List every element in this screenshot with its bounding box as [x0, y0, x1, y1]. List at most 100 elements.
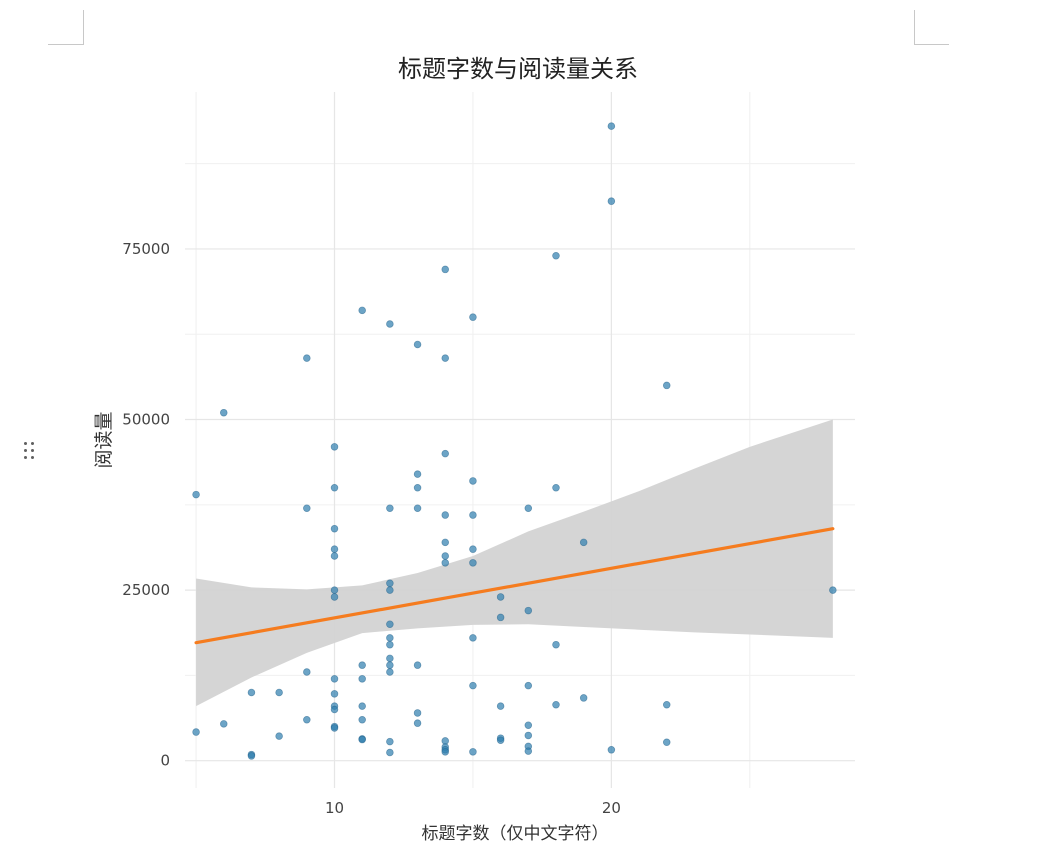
y-tick-label: 75000	[122, 240, 170, 258]
data-point	[330, 484, 339, 492]
data-point	[607, 746, 616, 754]
data-point	[330, 724, 339, 732]
data-point	[386, 668, 394, 676]
data-point	[552, 640, 560, 649]
data-point	[358, 735, 366, 744]
data-point	[496, 736, 505, 744]
data-point	[386, 654, 394, 663]
data-point	[220, 408, 228, 417]
data-point	[524, 681, 533, 690]
data-point	[358, 675, 366, 683]
y-tick-label: 25000	[122, 581, 170, 599]
data-point	[330, 586, 339, 594]
data-point	[386, 661, 394, 669]
data-point	[413, 340, 422, 349]
y-axis-ticks: 0 25000 50000 75000	[122, 240, 170, 770]
data-point	[413, 719, 422, 727]
data-point	[552, 252, 560, 260]
data-point	[441, 265, 449, 274]
data-point	[303, 716, 311, 724]
data-point	[303, 504, 311, 512]
trend-layer	[194, 527, 835, 645]
trend-line	[194, 527, 835, 645]
data-point	[386, 737, 394, 746]
y-axis-label: 阅读量	[93, 411, 115, 468]
data-point	[413, 709, 422, 717]
data-point	[524, 606, 533, 615]
corner-mark-top-left	[48, 10, 84, 45]
data-point	[441, 748, 449, 756]
data-point	[358, 661, 366, 669]
data-point	[386, 586, 394, 594]
data-point	[413, 504, 422, 512]
data-point	[247, 688, 256, 697]
data-point	[358, 306, 366, 315]
data-point	[469, 559, 477, 567]
data-point	[829, 586, 837, 594]
data-point	[386, 504, 394, 512]
data-point	[330, 545, 339, 553]
y-tick-label: 0	[160, 752, 170, 770]
y-tick-label: 50000	[122, 411, 170, 429]
data-point	[441, 552, 449, 560]
x-tick-label: 10	[325, 799, 344, 817]
data-point	[441, 737, 449, 745]
data-point	[496, 702, 505, 710]
data-point	[441, 449, 449, 458]
data-point	[552, 701, 560, 709]
x-tick-label: 20	[602, 799, 621, 817]
confidence-band	[196, 419, 833, 707]
data-point	[330, 524, 339, 533]
data-point	[358, 716, 366, 724]
data-point	[192, 490, 200, 499]
data-point	[469, 545, 477, 553]
x-axis-label: 标题字数（仅中文字符）	[422, 824, 609, 844]
data-point	[441, 559, 449, 567]
data-point	[469, 748, 477, 756]
data-point	[524, 721, 533, 729]
data-point	[579, 694, 588, 702]
data-point	[496, 613, 505, 622]
data-point	[607, 197, 616, 205]
data-point	[386, 320, 394, 328]
data-point	[220, 720, 228, 728]
data-point	[469, 511, 477, 519]
data-point	[662, 738, 671, 747]
data-point	[330, 690, 339, 698]
corner-mark-top-right	[914, 10, 949, 45]
data-point	[413, 661, 422, 669]
data-point	[386, 640, 394, 649]
data-point	[469, 681, 477, 690]
data-point	[413, 470, 422, 478]
data-point	[330, 705, 339, 714]
data-point	[386, 579, 394, 588]
data-point	[303, 668, 311, 676]
data-point	[662, 381, 671, 390]
data-point	[441, 511, 449, 519]
data-point	[330, 593, 339, 601]
data-point	[386, 634, 394, 642]
data-point	[469, 313, 477, 321]
confidence-band-layer	[196, 419, 833, 707]
data-point	[469, 634, 477, 642]
data-point	[441, 538, 449, 547]
data-point	[552, 484, 560, 492]
data-point	[303, 354, 311, 362]
grid-lines	[185, 92, 855, 788]
data-point	[386, 620, 394, 628]
data-point	[607, 122, 616, 130]
drag-handle-icon[interactable]	[22, 440, 38, 462]
data-point	[524, 504, 533, 512]
data-points	[192, 122, 837, 760]
chart-title: 标题字数与阅读量关系	[398, 55, 638, 83]
data-point	[330, 675, 339, 683]
data-point	[330, 552, 339, 560]
data-point	[192, 728, 200, 736]
data-point	[247, 752, 256, 760]
data-point	[330, 443, 339, 451]
data-point	[413, 484, 422, 492]
data-point	[662, 701, 671, 709]
data-point	[386, 748, 394, 757]
